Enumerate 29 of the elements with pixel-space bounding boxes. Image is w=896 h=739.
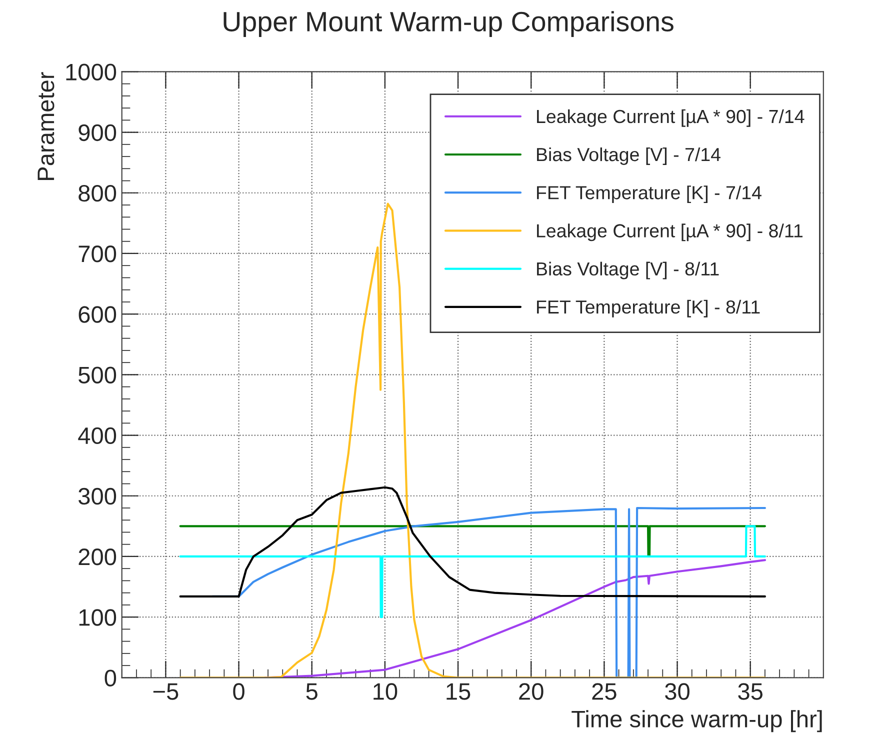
x-tick-label: −5 (153, 683, 178, 700)
y-tick-label: 900 (78, 124, 116, 142)
legend-label: Leakage Current [µA * 90] - 8/11 (537, 224, 803, 242)
legend-label: FET Temperature [K] - 7/14 (537, 186, 762, 204)
x-tick-label: 30 (665, 683, 690, 700)
y-tick-label: 700 (78, 246, 116, 262)
chart-title: Upper Mount Warm-up Comparisons (224, 11, 674, 37)
legend-label: Bias Voltage [V] - 7/14 (537, 147, 720, 165)
y-tick-label: 200 (78, 548, 116, 566)
legend-label: Leakage Current [µA * 90] - 7/14 (537, 109, 804, 127)
y-tick-label: 400 (78, 427, 116, 444)
x-axis-title: Time since warm-up [hr] (572, 710, 822, 732)
y-tick-label: 600 (78, 306, 116, 323)
x-tick-label: 10 (374, 683, 398, 700)
x-tick-label: 20 (519, 683, 544, 700)
y-axis-title: Parameter (38, 72, 54, 180)
y-tick-label: 1000 (66, 64, 116, 80)
x-tick-label: 0 (233, 683, 244, 700)
x-tick-label: 25 (592, 683, 616, 700)
legend-label: FET Temperature [K] - 8/11 (537, 300, 760, 318)
y-tick-label: 500 (78, 366, 116, 384)
y-tick-label: 800 (78, 184, 116, 202)
y-tick-label: 100 (79, 609, 116, 626)
y-tick-label: 0 (104, 670, 116, 686)
y-tick-label: 300 (78, 488, 116, 505)
x-tick-label: 5 (306, 683, 318, 700)
x-tick-label: 35 (738, 683, 762, 700)
x-tick-label: 15 (446, 683, 470, 700)
legend-label: Bias Voltage [V] - 8/11 (537, 262, 719, 280)
